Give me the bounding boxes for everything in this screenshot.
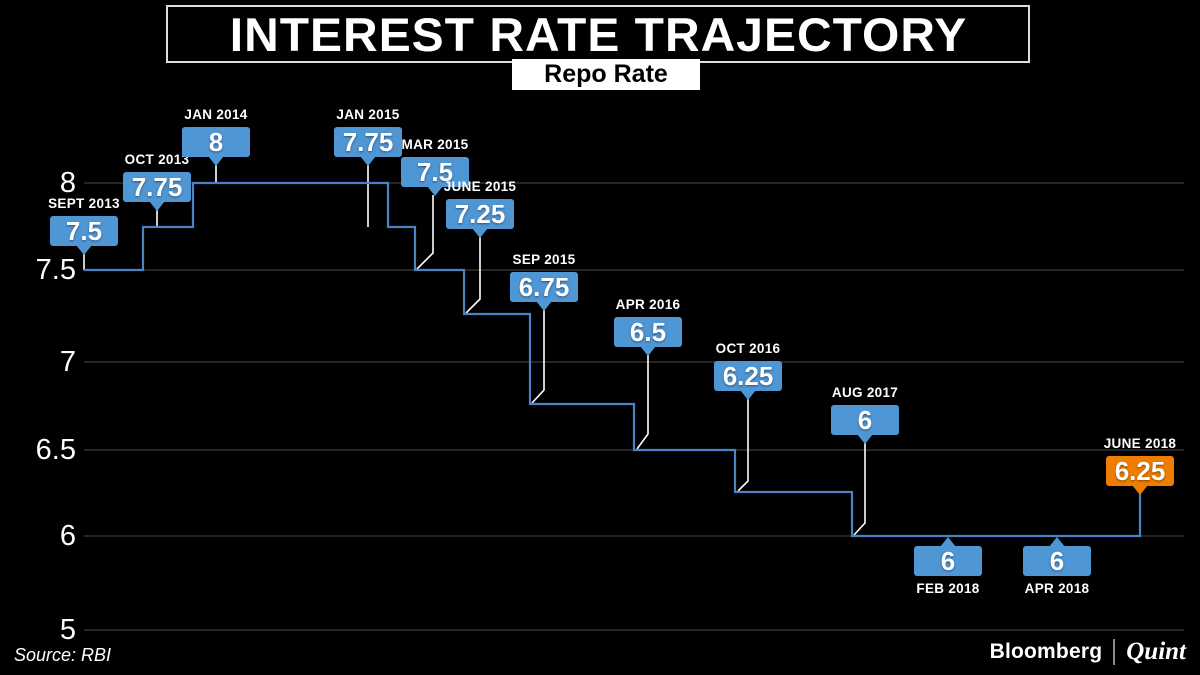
callout-value-pill: 6.75 bbox=[510, 272, 578, 302]
callout-value: 6.5 bbox=[629, 316, 667, 347]
callout-mar-2015: MAR 2015 7.5 bbox=[401, 137, 469, 196]
chart-subtitle: Repo Rate bbox=[544, 60, 668, 88]
brand-separator bbox=[1113, 639, 1116, 665]
ytick-7-5: 7.5 bbox=[35, 254, 76, 286]
callout-date: AUG 2017 bbox=[831, 385, 899, 400]
callout-date: FEB 2018 bbox=[916, 581, 980, 596]
pointer-down-icon bbox=[1132, 485, 1148, 495]
callout-apr-2018: 6 APR 2018 bbox=[1023, 537, 1091, 596]
bloomberg-wordmark: Bloomberg bbox=[989, 640, 1103, 663]
callout-value: 6.75 bbox=[518, 271, 570, 302]
pointer-down-icon bbox=[149, 201, 165, 211]
callout-value-pill: 7.75 bbox=[334, 127, 402, 157]
callout-value: 7.75 bbox=[342, 126, 394, 157]
callout-june-2018-highlight: JUNE 2018 6.25 bbox=[1104, 436, 1176, 495]
callout-value-pill: 6.5 bbox=[614, 317, 682, 347]
callout-value-pill: 6 bbox=[831, 405, 899, 435]
callout-value: 6.25 bbox=[722, 360, 774, 391]
chart-subtitle-box: Repo Rate bbox=[512, 59, 700, 90]
step-line bbox=[84, 181, 1142, 538]
ytick-8: 8 bbox=[59, 167, 76, 199]
pointer-up-icon bbox=[1049, 537, 1065, 547]
callout-date: MAR 2015 bbox=[401, 137, 469, 152]
ytick-6-5: 6.5 bbox=[35, 434, 76, 466]
callout-date: APR 2018 bbox=[1024, 581, 1090, 596]
callout-value: 8 bbox=[208, 126, 224, 157]
callout-date: OCT 2016 bbox=[715, 341, 781, 356]
pointer-up-icon bbox=[940, 537, 956, 547]
callout-value-pill: 7.75 bbox=[123, 172, 191, 202]
callout-value: 6.25 bbox=[1114, 455, 1166, 486]
callout-apr-2016: APR 2016 6.5 bbox=[614, 297, 682, 356]
callout-sep-2015: SEP 2015 6.75 bbox=[510, 252, 578, 311]
callout-value-pill: 8 bbox=[182, 127, 250, 157]
callout-oct-2016: OCT 2016 6.25 bbox=[714, 341, 782, 400]
source-credit: Source: RBI bbox=[14, 645, 112, 665]
callout-date: JUNE 2015 bbox=[443, 179, 517, 194]
pointer-down-icon bbox=[536, 301, 552, 311]
callout-value: 6 bbox=[1049, 545, 1065, 576]
callout-value: 6 bbox=[857, 404, 873, 435]
callout-value-pill: 6 bbox=[914, 546, 982, 576]
ytick-7: 7 bbox=[59, 346, 76, 378]
callout-value-pill: 7.5 bbox=[50, 216, 118, 246]
callout-date: APR 2016 bbox=[615, 297, 681, 312]
pointer-down-icon bbox=[857, 434, 873, 444]
callout-value-pill: 6.25 bbox=[1106, 456, 1174, 486]
callout-value: 7.25 bbox=[454, 198, 506, 229]
callout-value-pill: 7.5 bbox=[401, 157, 469, 187]
pointer-down-icon bbox=[472, 228, 488, 238]
callout-value: 7.5 bbox=[65, 215, 103, 246]
callout-date: SEPT 2013 bbox=[48, 196, 120, 211]
callout-date: SEP 2015 bbox=[512, 252, 576, 267]
callout-june-2015: JUNE 2015 7.25 bbox=[444, 179, 516, 238]
callout-date: JAN 2015 bbox=[336, 107, 400, 122]
pointer-down-icon bbox=[640, 346, 656, 356]
callout-date: JUNE 2018 bbox=[1103, 436, 1177, 451]
callout-value-pill: 6 bbox=[1023, 546, 1091, 576]
pointer-down-icon bbox=[360, 156, 376, 166]
callout-aug-2017: AUG 2017 6 bbox=[831, 385, 899, 444]
callout-value-pill: 6.25 bbox=[714, 361, 782, 391]
callout-date: JAN 2014 bbox=[184, 107, 248, 122]
pointer-down-icon bbox=[208, 156, 224, 166]
callout-oct-2013: OCT 2013 7.75 bbox=[123, 152, 191, 211]
chart-title: INTEREST RATE TRAJECTORY bbox=[229, 7, 967, 61]
brand-logo: Bloomberg Quint bbox=[990, 638, 1186, 666]
quint-wordmark: Quint bbox=[1126, 638, 1186, 665]
callout-value: 6 bbox=[940, 545, 956, 576]
pointer-down-icon bbox=[76, 245, 92, 255]
callout-value-pill: 7.25 bbox=[446, 199, 514, 229]
callout-sept-2013: SEPT 2013 7.5 bbox=[48, 196, 120, 255]
callout-value: 7.5 bbox=[416, 156, 454, 187]
pointer-down-icon bbox=[427, 186, 443, 196]
callout-value: 7.75 bbox=[131, 171, 183, 202]
ytick-6: 6 bbox=[59, 520, 76, 552]
callout-jan-2014: JAN 2014 8 bbox=[182, 107, 250, 166]
callout-jan-2015: JAN 2015 7.75 bbox=[334, 107, 402, 166]
callout-leader-lines bbox=[83, 165, 866, 536]
ytick-5: 5 bbox=[59, 614, 76, 646]
callout-feb-2018: 6 FEB 2018 bbox=[914, 537, 982, 596]
callout-date: OCT 2013 bbox=[124, 152, 190, 167]
pointer-down-icon bbox=[740, 390, 756, 400]
